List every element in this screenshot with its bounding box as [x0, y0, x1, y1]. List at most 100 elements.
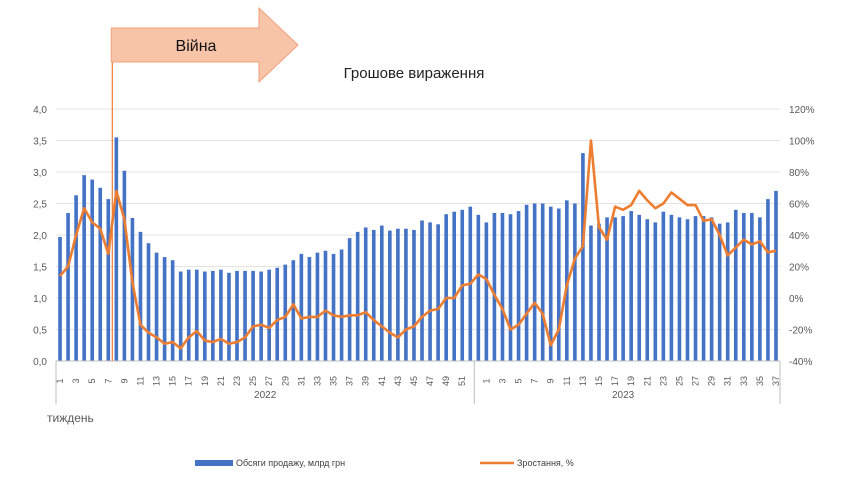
y-left-tick-label: 4,0	[33, 105, 47, 116]
x-tick-label: 13	[152, 376, 162, 386]
bar	[556, 208, 561, 361]
x-tick-label: 13	[578, 376, 588, 386]
y-right-tick-label: -20%	[789, 326, 812, 337]
y-right-tick-label: 80%	[789, 168, 809, 179]
bar	[106, 199, 111, 361]
x-tick-label: 33	[312, 376, 322, 386]
y-left-tick-label: 2,0	[33, 231, 47, 242]
bar	[315, 252, 320, 361]
year-label: 2022	[254, 390, 277, 401]
year-label: 2023	[612, 390, 635, 401]
x-tick-label: 37	[345, 376, 355, 386]
x-tick-label: 25	[674, 376, 684, 386]
y-left-tick-label: 2,5	[33, 200, 47, 211]
x-tick-label: 21	[216, 376, 226, 386]
bar	[227, 272, 231, 361]
x-tick-label: 51	[457, 376, 467, 386]
bar	[363, 227, 368, 361]
bar	[203, 271, 207, 361]
bar	[251, 270, 255, 361]
bar	[701, 216, 706, 361]
bar	[733, 209, 738, 361]
bar	[532, 203, 537, 361]
y-left-tick-label: 1,5	[33, 263, 47, 274]
legend-bar-label: Обсяги продажу, млрд грн	[236, 458, 345, 468]
bar	[388, 230, 392, 361]
bar	[58, 236, 62, 361]
x-tick-label: 5	[87, 378, 97, 383]
bar	[444, 214, 448, 361]
x-tick-label: 3	[497, 378, 507, 383]
x-tick-label: 3	[71, 378, 81, 383]
bar	[219, 269, 223, 361]
y-right-tick-label: 40%	[789, 231, 809, 242]
bar	[717, 223, 722, 361]
bar	[428, 222, 432, 361]
bar	[66, 212, 70, 361]
bar-series	[58, 137, 778, 361]
bar	[524, 204, 529, 361]
y-right-tick-label: 60%	[789, 200, 809, 211]
line-series	[59, 139, 777, 350]
y-right-tick-label: 0%	[789, 294, 804, 305]
bar	[508, 214, 513, 361]
bar	[661, 211, 666, 361]
x-tick-label: 17	[184, 376, 194, 386]
bar	[307, 257, 312, 361]
gridlines	[56, 108, 780, 362]
bar	[90, 179, 95, 361]
x-tick-label: 19	[626, 376, 636, 386]
x-tick-label: 29	[707, 376, 717, 386]
bar	[774, 190, 778, 361]
bar	[621, 216, 625, 361]
x-tick-label: 31	[723, 376, 733, 386]
bar	[637, 214, 642, 361]
bar	[766, 199, 770, 361]
y-left-tick-label: 3,0	[33, 168, 47, 179]
bar	[211, 270, 215, 361]
x-tick-label: 23	[658, 376, 668, 386]
bar	[613, 217, 617, 361]
x-tick-label: 47	[425, 376, 435, 386]
bar	[685, 219, 690, 361]
x-tick-label: 15	[168, 376, 178, 386]
x-tick-label: 45	[409, 376, 419, 386]
bar	[275, 267, 280, 361]
bar	[396, 228, 400, 361]
x-tick-label: 27	[264, 376, 274, 386]
y-right-tick-label: 20%	[789, 263, 809, 274]
bar	[573, 203, 577, 361]
x-tick-label: 35	[329, 376, 339, 386]
bar	[741, 212, 746, 361]
y-right-tick-label: 100%	[789, 137, 815, 148]
war-annotation: Війна	[110, 6, 299, 361]
growth-line	[59, 139, 777, 350]
bar	[379, 225, 384, 361]
bar	[548, 206, 553, 361]
x-tick-label: 15	[594, 376, 604, 386]
bar	[114, 137, 119, 361]
x-tick-label: 41	[377, 376, 387, 386]
legend-line-label: Зростання, %	[517, 458, 574, 468]
x-tick-label: 7	[530, 378, 540, 383]
bar	[291, 260, 296, 361]
x-tick-label: 27	[691, 376, 701, 386]
bar	[122, 170, 127, 361]
y-left-tick-label: 0,0	[33, 357, 47, 368]
bar	[500, 212, 505, 361]
bar	[645, 219, 650, 361]
bar	[516, 211, 521, 361]
bar	[259, 271, 263, 361]
bar	[693, 216, 698, 361]
bar	[299, 253, 304, 361]
bar	[653, 222, 658, 361]
bar	[154, 252, 159, 361]
x-tick-label: 39	[361, 376, 371, 386]
legend-bar-swatch	[195, 460, 233, 466]
x-tick-label: 35	[755, 376, 765, 386]
bar	[436, 224, 440, 361]
bar	[194, 269, 199, 361]
x-tick-label: 19	[200, 376, 210, 386]
left-axis-ticks: 0,0 0,5 1,0 1,5 2,0 2,5 3,0 3,5 4,0	[33, 105, 47, 368]
bar	[412, 229, 416, 361]
